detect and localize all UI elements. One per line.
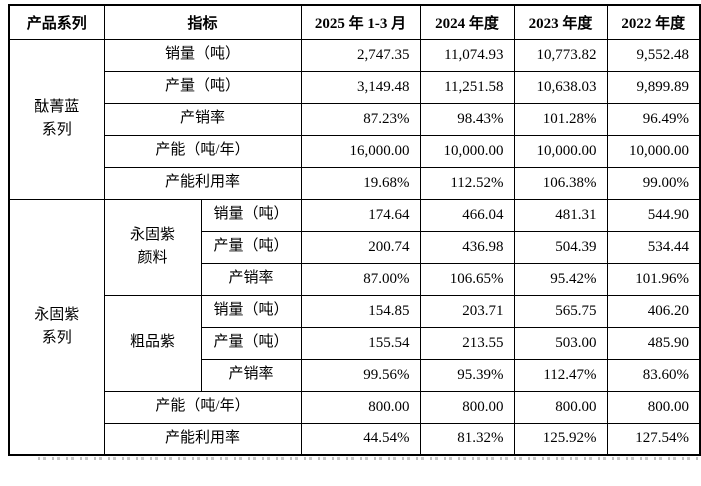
table-row: 产量（吨） 3,149.48 11,251.58 10,638.03 9,899… xyxy=(9,70,701,104)
header-row: 产品系列 指标 2025 年 1-3 月 2024 年度 2023 年度 202… xyxy=(8,4,701,40)
value-cell: 11,074.93 xyxy=(419,38,515,72)
table-row: 产销率 87.00% 106.65% 95.42% 101.96% xyxy=(9,262,701,296)
indicator-cell: 产量（吨） xyxy=(103,70,302,104)
value-cell: 19.68% xyxy=(300,166,421,200)
value-cell: 155.54 xyxy=(300,326,421,360)
subgroup-name-cell: 粗品紫 xyxy=(103,294,202,392)
clipped-footnote-line xyxy=(38,457,698,460)
value-cell: 485.90 xyxy=(606,326,701,360)
value-cell: 2,747.35 xyxy=(300,38,421,72)
value-cell: 98.43% xyxy=(419,102,515,136)
table-row: 永固紫 系列 永固紫 颜料 销量（吨） 174.64 466.04 481.31… xyxy=(8,198,701,456)
value-cell: 125.92% xyxy=(513,422,608,456)
value-cell: 203.71 xyxy=(419,294,515,328)
value-cell: 800.00 xyxy=(606,390,701,424)
value-cell: 99.00% xyxy=(606,166,701,200)
value-cell: 99.56% xyxy=(300,358,421,392)
value-cell: 800.00 xyxy=(300,390,421,424)
value-cell: 95.39% xyxy=(419,358,515,392)
indicator-cell: 产销率 xyxy=(103,102,302,136)
value-cell: 504.39 xyxy=(513,230,608,264)
value-cell: 213.55 xyxy=(419,326,515,360)
column-header-period-2022: 2022 年度 xyxy=(606,4,701,40)
value-cell: 406.20 xyxy=(606,294,701,328)
value-cell: 534.44 xyxy=(606,230,701,264)
indicator-cell: 产能利用率 xyxy=(103,166,302,200)
indicator-cell: 销量（吨） xyxy=(200,294,302,328)
indicator-cell: 销量（吨） xyxy=(200,198,302,232)
value-cell: 174.64 xyxy=(300,198,421,232)
value-cell: 127.54% xyxy=(606,422,701,456)
value-cell: 10,638.03 xyxy=(513,70,608,104)
value-cell: 44.54% xyxy=(300,422,421,456)
value-cell: 9,899.89 xyxy=(606,70,701,104)
value-cell: 87.23% xyxy=(300,102,421,136)
value-cell: 10,000.00 xyxy=(513,134,608,168)
column-header-series: 产品系列 xyxy=(8,4,105,40)
column-header-indicator: 指标 xyxy=(103,4,302,40)
production-capacity-table: 产品系列 指标 2025 年 1-3 月 2024 年度 2023 年度 202… xyxy=(8,4,701,456)
value-cell: 112.47% xyxy=(513,358,608,392)
table-row: 酞菁蓝 系列 销量（吨） 2,747.35 11,074.93 10,773.8… xyxy=(8,38,701,200)
series-name-cell: 永固紫 系列 xyxy=(8,198,105,456)
value-cell: 112.52% xyxy=(419,166,515,200)
value-cell: 10,000.00 xyxy=(606,134,701,168)
value-cell: 16,000.00 xyxy=(300,134,421,168)
indicator-cell: 销量（吨） xyxy=(103,38,302,72)
value-cell: 200.74 xyxy=(300,230,421,264)
value-cell: 95.42% xyxy=(513,262,608,296)
value-cell: 11,251.58 xyxy=(419,70,515,104)
subgroup-name-cell: 永固紫 颜料 xyxy=(103,198,202,296)
table-row: 粗品紫 销量（吨） 154.85 203.71 565.75 406.20 xyxy=(9,294,701,392)
value-cell: 106.38% xyxy=(513,166,608,200)
value-cell: 436.98 xyxy=(419,230,515,264)
table-row: 产能（吨/年） 800.00 800.00 800.00 800.00 xyxy=(9,390,701,424)
table-row: 产量（吨） 200.74 436.98 504.39 534.44 xyxy=(9,230,701,264)
indicator-cell: 产能（吨/年） xyxy=(103,390,302,424)
value-cell: 466.04 xyxy=(419,198,515,232)
indicator-cell: 产量（吨） xyxy=(200,230,302,264)
value-cell: 800.00 xyxy=(419,390,515,424)
document-page: 产品系列 指标 2025 年 1-3 月 2024 年度 2023 年度 202… xyxy=(8,4,701,460)
value-cell: 481.31 xyxy=(513,198,608,232)
column-header-period-2025q1: 2025 年 1-3 月 xyxy=(300,4,421,40)
value-cell: 9,552.48 xyxy=(606,38,701,72)
value-cell: 81.32% xyxy=(419,422,515,456)
indicator-cell: 产能（吨/年） xyxy=(103,134,302,168)
table-row: 产能（吨/年） 16,000.00 10,000.00 10,000.00 10… xyxy=(9,134,701,168)
value-cell: 83.60% xyxy=(606,358,701,392)
series-name-cell: 酞菁蓝 系列 xyxy=(8,38,105,200)
column-header-period-2024: 2024 年度 xyxy=(419,4,515,40)
value-cell: 800.00 xyxy=(513,390,608,424)
column-header-period-2023: 2023 年度 xyxy=(513,4,608,40)
indicator-cell: 产量（吨） xyxy=(200,326,302,360)
value-cell: 96.49% xyxy=(606,102,701,136)
value-cell: 503.00 xyxy=(513,326,608,360)
table-row: 产销率 99.56% 95.39% 112.47% 83.60% xyxy=(9,358,701,392)
value-cell: 106.65% xyxy=(419,262,515,296)
table-row: 产量（吨） 155.54 213.55 503.00 485.90 xyxy=(9,326,701,360)
indicator-cell: 产能利用率 xyxy=(103,422,302,456)
value-cell: 87.00% xyxy=(300,262,421,296)
value-cell: 10,773.82 xyxy=(513,38,608,72)
table-row: 产销率 87.23% 98.43% 101.28% 96.49% xyxy=(9,102,701,136)
value-cell: 10,000.00 xyxy=(419,134,515,168)
value-cell: 565.75 xyxy=(513,294,608,328)
indicator-cell: 产销率 xyxy=(200,358,302,392)
indicator-cell: 产销率 xyxy=(200,262,302,296)
table-row: 产能利用率 44.54% 81.32% 125.92% 127.54% xyxy=(9,422,701,456)
value-cell: 544.90 xyxy=(606,198,701,232)
value-cell: 101.28% xyxy=(513,102,608,136)
value-cell: 101.96% xyxy=(606,262,701,296)
value-cell: 3,149.48 xyxy=(300,70,421,104)
table-row: 产能利用率 19.68% 112.52% 106.38% 99.00% xyxy=(9,166,701,200)
value-cell: 154.85 xyxy=(300,294,421,328)
